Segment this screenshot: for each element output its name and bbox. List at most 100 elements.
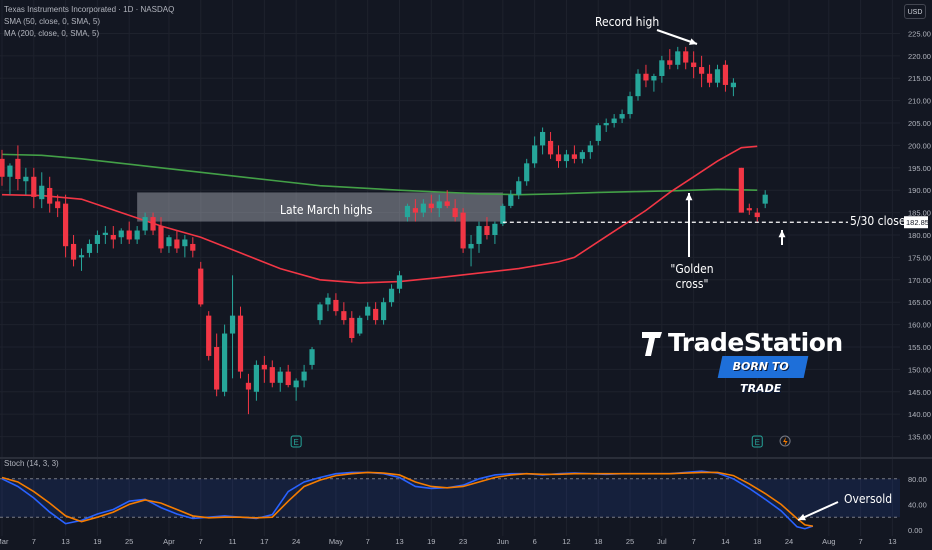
time-tick-label: 25 bbox=[125, 537, 133, 546]
candle-body bbox=[126, 230, 132, 240]
candle-body bbox=[571, 154, 577, 159]
time-tick-label: Aug bbox=[822, 537, 835, 546]
candle-body bbox=[293, 380, 299, 388]
candle-body bbox=[118, 230, 124, 238]
time-tick-label: Apr bbox=[163, 537, 175, 546]
price-tick-label: 150.00 bbox=[908, 365, 931, 374]
record-high-label: Record high bbox=[595, 15, 660, 29]
candle-body bbox=[47, 187, 53, 204]
candle-body bbox=[261, 364, 267, 370]
candle-body bbox=[635, 73, 641, 97]
price-tick-label: 210.00 bbox=[908, 97, 931, 106]
candle-body bbox=[595, 125, 601, 141]
candle-body bbox=[253, 364, 259, 392]
currency-label[interactable]: USD bbox=[904, 4, 926, 19]
candle-body bbox=[404, 205, 411, 218]
sma200-line bbox=[1, 153, 758, 196]
close-price-badge bbox=[904, 216, 928, 229]
candle-body bbox=[396, 275, 403, 289]
stoch-band bbox=[0, 478, 900, 518]
candle-body bbox=[476, 226, 482, 244]
price-tick-label: 170.00 bbox=[908, 276, 931, 285]
candle-body bbox=[699, 67, 705, 74]
candle-body bbox=[683, 51, 689, 63]
stoch-tick-label: 80.00 bbox=[908, 475, 927, 484]
price-tick-label: 225.00 bbox=[908, 29, 931, 38]
lightning-bolt bbox=[783, 437, 788, 446]
time-tick-label: 24 bbox=[292, 537, 300, 546]
candle-body bbox=[55, 201, 61, 209]
candle-body bbox=[428, 203, 434, 209]
earnings-marker-1-label: E bbox=[293, 438, 298, 447]
candle-body bbox=[484, 226, 490, 235]
candle-body bbox=[524, 163, 530, 182]
candle-body bbox=[39, 185, 45, 200]
price-tick-label: 175.00 bbox=[908, 253, 931, 262]
oversold-arrow-head bbox=[798, 513, 806, 521]
candle-body bbox=[730, 82, 736, 88]
tradestation-wordmark: TradeStation bbox=[668, 328, 843, 357]
candle-body bbox=[15, 158, 21, 180]
time-tick-label: 13 bbox=[61, 537, 69, 546]
time-tick-label: 13 bbox=[888, 537, 896, 546]
candle-body bbox=[603, 123, 609, 126]
time-tick-label: 18 bbox=[594, 537, 602, 546]
candle-body bbox=[78, 255, 85, 258]
time-tick-label: 11 bbox=[229, 537, 237, 546]
earnings-marker-1 bbox=[290, 435, 302, 448]
chart-title: Texas Instruments Incorporated · 1D · NA… bbox=[4, 5, 175, 14]
candle-body bbox=[516, 181, 522, 195]
candle-body bbox=[627, 96, 633, 115]
time-tick-label: 7 bbox=[199, 537, 203, 546]
stoch-k-line bbox=[1, 470, 814, 530]
golden-cross-label-line1: "Golden bbox=[670, 262, 714, 276]
price-tick-label: 165.00 bbox=[908, 298, 931, 307]
candle-body bbox=[182, 239, 188, 247]
candle-body bbox=[86, 243, 93, 253]
stoch-tick-label: 0.00 bbox=[908, 526, 923, 535]
candle-body bbox=[468, 243, 474, 249]
candle-body bbox=[142, 217, 148, 231]
time-tick-label: Mar bbox=[0, 537, 9, 546]
candle-body bbox=[245, 382, 252, 390]
candle-body bbox=[420, 203, 426, 213]
candle-body bbox=[174, 239, 180, 249]
candle-body bbox=[341, 311, 347, 321]
candle-body bbox=[277, 371, 283, 383]
candle-body bbox=[23, 176, 29, 182]
time-tick-label: May bbox=[329, 537, 343, 546]
candle-body bbox=[301, 371, 307, 381]
candle-body bbox=[444, 201, 450, 206]
price-axis[interactable]: 135.00 140.00 145.00 150.00 155.00 160.00 165.… bbox=[502, 29, 931, 442]
time-tick-label: Jun bbox=[497, 537, 509, 546]
price-tick-label: 190.00 bbox=[908, 186, 931, 195]
time-tick-label: 25 bbox=[626, 537, 634, 546]
candle-body bbox=[388, 288, 395, 303]
time-axis[interactable]: Mar 7 13 19 25 Apr 7 11 17 24 May 7 13 19 23 Jun 6 12 18 25… bbox=[0, 537, 897, 546]
earnings-marker-2 bbox=[751, 435, 763, 448]
candle-body bbox=[659, 60, 665, 76]
candle-body bbox=[722, 64, 729, 85]
candle-body bbox=[754, 212, 760, 218]
price-tick-label: 155.00 bbox=[908, 343, 931, 352]
candle-body bbox=[229, 315, 236, 334]
candle-body bbox=[373, 308, 379, 321]
candle-body bbox=[611, 118, 617, 124]
time-tick-label: 13 bbox=[395, 537, 403, 546]
late-march-zone bbox=[137, 192, 503, 222]
oversold-label: Oversold bbox=[844, 492, 893, 506]
price-tick-label: 200.00 bbox=[908, 141, 931, 150]
golden-cross-label-line2: cross" bbox=[675, 277, 709, 291]
candle-body bbox=[134, 230, 140, 240]
candle-body bbox=[563, 154, 570, 162]
candle-body bbox=[365, 306, 371, 316]
late-march-highs-zone bbox=[137, 192, 503, 222]
candle-body bbox=[651, 75, 657, 81]
stochastic-pane: 0.00 40.00 80.00 bbox=[0, 470, 927, 535]
time-tick-label: 7 bbox=[366, 537, 370, 546]
price-tick-label: 145.00 bbox=[908, 388, 931, 397]
candle-body bbox=[309, 349, 315, 365]
candle-body bbox=[555, 154, 562, 162]
candle-body bbox=[158, 226, 164, 249]
